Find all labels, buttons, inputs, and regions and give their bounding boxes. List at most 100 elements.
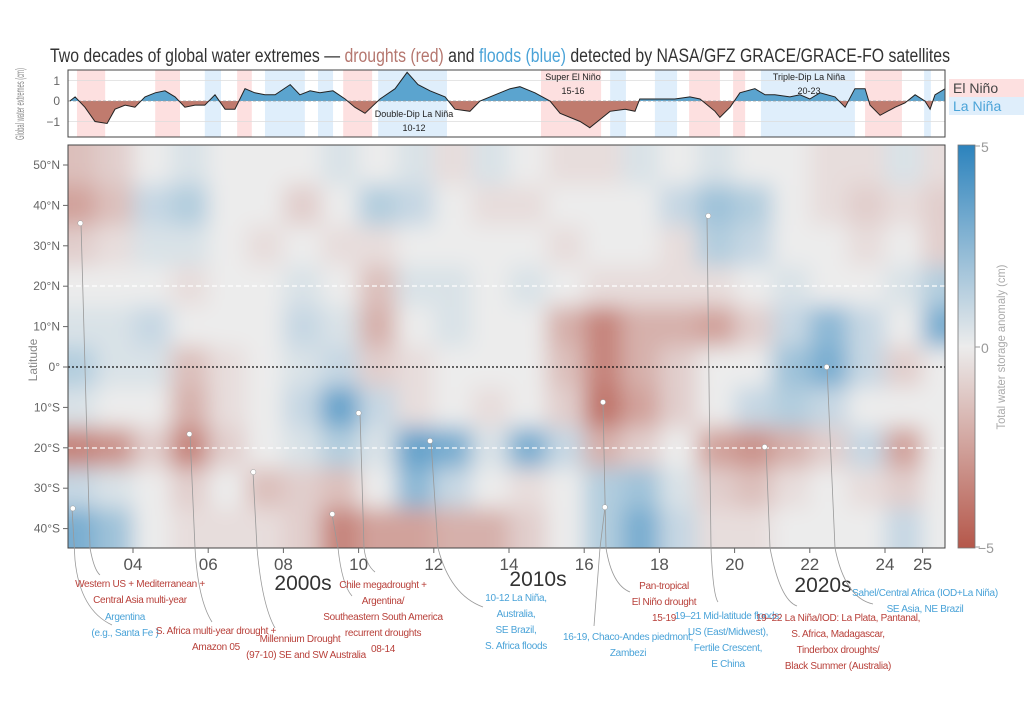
heatmap-cell [697,306,736,348]
heatmap-cell [659,185,698,227]
legend-la-nina: La Niña [953,98,1001,114]
colorbar-tick-max: 5 [981,139,989,155]
top-ytick: 1 [53,74,60,88]
global-extremes-line [69,71,945,129]
title-part2: detected by NASA/GFZ GRACE/GRACE-FO sate… [566,46,950,67]
heatmap-cell [621,185,660,227]
heatmap-cell [321,145,360,186]
heatmap-cell [68,145,96,186]
event-marker [761,444,768,450]
heatmap-cell [885,387,924,429]
heatmap-cell [283,145,322,186]
la-nina-band [204,70,221,137]
colorbar-tick-zero: 0 [981,340,989,356]
event-marker [355,410,362,416]
heatmap-panel: 50°N 40°N 30°N 20°N 10°N 0° 10°S 20°S 30°S 40°S 0… [26,144,946,597]
heatmap-cell [922,145,945,186]
x-tick-label: 18 [650,555,669,574]
heatmap-cell [885,145,924,186]
y-tick-label: 10°S [34,400,60,414]
heatmap-cell [170,508,209,548]
heatmap-cell [358,468,397,509]
heatmap-cell [697,468,736,509]
heatmap-cell [922,306,945,348]
heatmap-cell [321,306,360,348]
heatmap-cell [659,468,698,509]
heatmap-cells [68,145,945,548]
heatmap-cell [283,185,322,227]
heatmap-cell [208,346,247,388]
heatmap-cell [321,508,360,548]
heatmap-cell [734,508,773,548]
heatmap-cell [772,185,811,227]
callout-s-africa: S. Africa multi-year drought + Amazon 05 [156,626,277,653]
heatmap-cell [847,145,886,186]
heatmap-cell [847,306,886,348]
heatmap-cell [321,387,360,429]
callout-la-nina-iod: 19–22 La Niña/IOD: La Plata, Pantanal, S.… [756,613,920,672]
heatmap-cell [509,306,548,348]
event-marker [427,438,433,444]
y-tick-label: 0° [49,360,61,374]
heatmap-cell [433,508,472,548]
heatmap-cell [471,185,510,227]
heatmap-cell [847,387,886,429]
top-ylabel: Global water extremes (cm) [15,68,27,140]
heatmap-cell [659,387,698,429]
x-tick-label: 08 [274,555,293,574]
y-tick-label: 20°N [33,279,60,293]
event-marker [186,431,193,437]
heatmap-cell [546,387,585,429]
heatmap-cell [245,306,284,348]
colorbar: 5 0 −5 Total water storage anomaly (cm) [957,139,1008,556]
heatmap-cell [95,468,134,509]
heatmap-cell [245,185,284,227]
y-axis: 50°N 40°N 30°N 20°N 10°N 0° 10°S 20°S 30°S 40°S [33,158,68,536]
heatmap-cell [433,225,472,267]
heatmap-cell [396,306,435,348]
x-axis: 04 06 08 10 12 14 16 18 20 22 24 25 [124,548,932,574]
heatmap-cell [433,185,472,227]
heatmap-cell [809,306,848,348]
heatmap-cell [68,508,96,548]
heatmap-cell [170,468,209,509]
callout-la-nina-10-12: 10-12 La Niña, Australia, SE Brazil, S. Afr… [485,593,547,652]
heatmap-cell [133,306,172,348]
heatmap-cell [847,185,886,227]
heatmap-cell [396,508,435,548]
heatmap-cell [133,508,172,548]
heatmap-cell [358,508,397,548]
heatmap-cell [471,508,510,548]
heatmap-cell [621,387,660,429]
legend-el-nino: El Niño [953,80,998,96]
title-droughts: droughts (red) [344,46,443,67]
y-tick-label: 40°S [34,522,60,536]
heatmap-cell [772,145,811,186]
heatmap-cell [697,225,736,267]
heatmap-cell [734,225,773,267]
heatmap-cell [885,185,924,227]
heatmap-cell [922,185,945,227]
x-tick-label: 04 [124,555,143,574]
callout-sahel: Sahel/Central Africa (IOD+La Niña) SE Asi… [852,588,998,615]
heatmap-cell [584,468,623,509]
heatmap-cell [734,468,773,509]
heatmap-cell [133,145,172,186]
heatmap-cell [208,145,247,186]
heatmap-cell [245,145,284,186]
heatmap-cell [170,225,209,267]
heatmap-cell [659,225,698,267]
heatmap-cell [245,468,284,509]
annotation-triple-dip-years: 20-23 [797,86,820,96]
heatmap-cell [734,387,773,429]
heatmap-cell [471,145,510,186]
heatmap-cell [809,468,848,509]
heatmap-cell [283,468,322,509]
heatmap-cell [471,468,510,509]
callout-mid-latitude-floods: 19–21 Mid-latitude floods: US (East/Midwe… [675,611,782,670]
heatmap-cell [283,387,322,429]
heatmap-cell [546,468,585,509]
heatmap-cell [885,225,924,267]
heatmap-cell [772,306,811,348]
heatmap-cell [922,508,945,548]
